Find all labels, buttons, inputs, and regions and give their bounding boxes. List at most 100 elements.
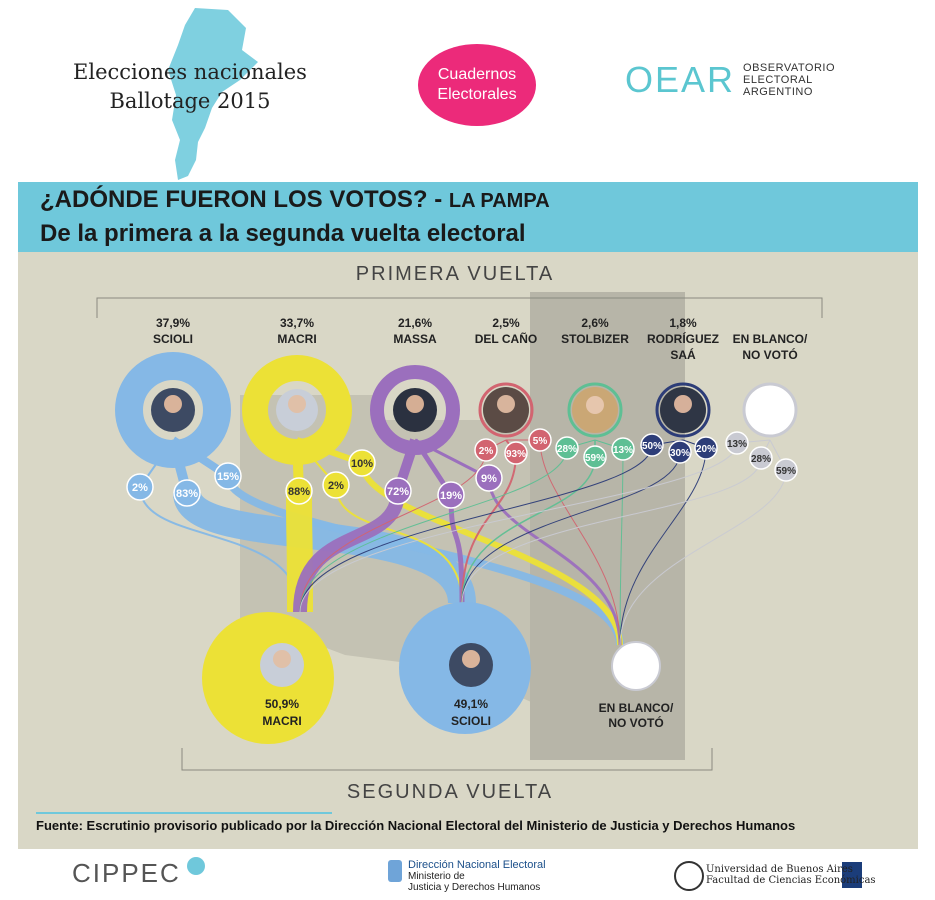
flow-pct-scioli-scioli: 83% — [176, 488, 198, 500]
first-name-macri: MACRI — [277, 332, 316, 346]
uba-logo-text: Universidad de Buenos Aires Facultad de … — [706, 864, 876, 886]
first-delcano-ring — [478, 382, 534, 438]
flow-delcano-to-scioli — [461, 452, 517, 604]
flow-bubble-rodriguezsaa-macri — [640, 433, 664, 457]
oear-line1: OBSERVATORIO — [743, 62, 836, 74]
first-pct-macri: 33,7% — [280, 316, 314, 330]
flow-bubble-scioli-macri — [126, 473, 154, 501]
header-title: Elecciones nacionales Ballotage 2015 — [50, 58, 330, 116]
flow-bubble-stolbizer-blanco — [611, 437, 635, 461]
flow-bubble-macri-macri — [285, 477, 313, 505]
flow-pct-stolbizer-blanco: 13% — [613, 445, 633, 456]
second-pct-scioli: 49,1% — [454, 697, 488, 711]
flow-pct-blanco-blanco: 59% — [776, 466, 796, 477]
flow-pct-delcano-blanco: 5% — [533, 436, 548, 447]
first-name-stolbizer: STOLBIZER — [561, 332, 629, 346]
flow-blanco-to-blanco — [619, 469, 787, 646]
flow-bubble-delcano-scioli — [504, 441, 528, 465]
flow-scioli-to-scioli — [173, 489, 476, 605]
flow-scioli-to-blanco — [224, 475, 624, 646]
flow-bubble-massa-macri — [384, 477, 412, 505]
flow-stolbizer-to-blanco — [619, 448, 624, 646]
dne-title: Dirección Nacional Electoral — [408, 859, 546, 871]
oear-logo: OEAR OBSERVATORIO ELECTORAL ARGENTINO — [625, 58, 835, 102]
flow-bubble-stolbizer-macri — [555, 436, 579, 460]
second-name-scioli: SCIOLI — [451, 714, 491, 728]
first-name-massa: MASSA — [393, 332, 437, 346]
flow-pct-blanco-scioli: 28% — [751, 454, 771, 465]
first-name-scioli: SCIOLI — [153, 332, 193, 346]
second-name-blanco-line1: EN BLANCO/ — [599, 701, 674, 715]
flow-pct-massa-macri: 72% — [387, 486, 409, 498]
flow-delcano-to-blanco — [539, 439, 621, 646]
second-name-blanco-line2: NO VOTÓ — [608, 715, 663, 730]
banner-title: ¿ADÓNDE FUERON LOS VOTOS? - LA PAMPA — [40, 186, 550, 214]
flow-bubbles: 2% 83% 15% 88% 2% 10% 72% 19% 9% 2% 93% 5% 28% 59% 13%… — [126, 428, 798, 509]
flow-rodriguezsaa-to-blanco — [619, 447, 707, 646]
cippec-logo: CIPPEC — [72, 858, 181, 888]
flow-bubble-rodriguezsaa-blanco — [694, 436, 718, 460]
first-round-label: PRIMERA VUELTA — [356, 263, 554, 285]
first-pct-scioli: 37,9% — [156, 316, 190, 330]
flow-lines — [139, 436, 787, 646]
candidate-portraits — [151, 387, 706, 433]
flow-rodriguezsaa-to-macri — [299, 444, 653, 613]
title-banner — [18, 182, 918, 252]
uba-line1: Universidad de Buenos Aires — [706, 864, 853, 875]
flow-bubble-stolbizer-scioli — [583, 445, 607, 469]
flow-pct-delcano-macri: 2% — [479, 446, 494, 457]
flow-blanco-to-macri — [299, 442, 738, 613]
first-pct-massa: 21,6% — [398, 316, 432, 330]
flow-bubble-scioli-scioli — [173, 479, 201, 507]
flow-bubble-blanco-scioli — [749, 446, 773, 470]
flow-bubble-massa-blanco — [475, 464, 503, 492]
flow-macri-to-scioli — [335, 484, 463, 604]
flow-bubble-delcano-blanco — [528, 428, 552, 452]
second-round-label: SEGUNDA VUELTA — [347, 781, 553, 803]
flow-bubble-macri-scioli — [322, 471, 350, 499]
flow-pct-stolbizer-macri: 28% — [557, 444, 577, 455]
flow-pct-macri-macri: 88% — [288, 486, 310, 498]
flow-massa-to-scioli — [448, 494, 465, 604]
first-scioli-ring — [115, 352, 231, 468]
flow-bubble-massa-scioli — [437, 481, 465, 509]
first-macri-ring — [242, 355, 352, 465]
first-name-blanco: EN BLANCO/ — [733, 332, 808, 346]
source-note: Fuente: Escrutinio provisorio publicado … — [36, 818, 796, 833]
flow-pct-scioli-macri: 2% — [132, 482, 148, 494]
flow-pct-delcano-scioli: 93% — [506, 449, 526, 460]
flow-bubble-blanco-macri — [725, 431, 749, 455]
second-blanco-circle — [611, 641, 661, 691]
flow-delcano-to-macri — [299, 449, 487, 613]
first-rodriguezsaa-ring — [655, 382, 711, 438]
first-name-rodriguezsaa: RODRÍGUEZ — [647, 331, 719, 346]
header-title-line1: Elecciones nacionales — [73, 60, 307, 84]
oear-line2: ELECTORAL — [743, 74, 813, 86]
first-round-labels: 37,9% SCIOLI 33,7% MACRI 21,6% MASSA 2,5%DEL C… — [153, 316, 808, 362]
flow-massa-to-blanco — [487, 477, 622, 646]
flow-pct-scioli-blanco: 15% — [217, 471, 239, 483]
flow-bubble-rodriguezsaa-scioli — [668, 440, 692, 464]
flow-bubble-blanco-blanco — [774, 458, 798, 482]
header-title-line2: Ballotage 2015 — [109, 89, 271, 113]
badge-line2: Electorales — [437, 86, 517, 103]
first-pct-rodriguezsaa: 1,8% — [669, 316, 697, 330]
flow-pct-macri-scioli: 2% — [328, 480, 344, 492]
uba-line2: Facultad de Ciencias Económicas — [706, 875, 876, 886]
flow-pct-blanco-macri: 13% — [727, 439, 747, 450]
first-blanco-ring — [742, 382, 798, 438]
flow-bubble-delcano-macri — [474, 438, 498, 462]
first-stolbizer-ring — [567, 382, 623, 438]
first-name2-rodriguezsaa: SAÁ — [670, 347, 696, 362]
first-pct-delcano: 2,5% — [492, 316, 520, 330]
oear-line3: ARGENTINO — [743, 86, 813, 98]
flow-blanco-to-scioli — [461, 457, 762, 604]
flow-pct-rodriguezsaa-blanco: 20% — [696, 444, 716, 455]
banner-region: LA PAMPA — [448, 190, 550, 212]
dne-line1: Ministerio de — [408, 871, 465, 882]
second-round-bracket — [181, 748, 713, 771]
map-shadow — [530, 292, 685, 760]
flow-stolbizer-to-scioli — [461, 456, 596, 604]
flow-pct-stolbizer-scioli: 59% — [585, 453, 605, 464]
